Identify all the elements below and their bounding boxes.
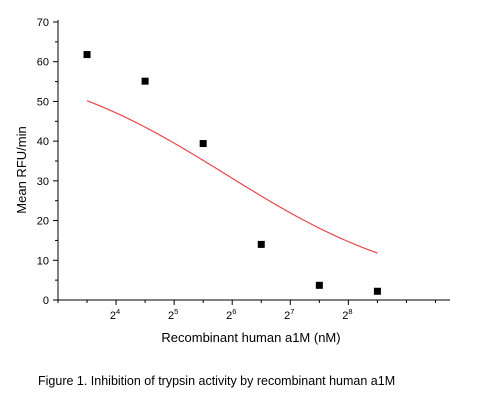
y-tick-label: 30 xyxy=(37,176,49,188)
x-axis-title: Recombinant human a1M (nM) xyxy=(161,330,340,345)
y-tick-label: 10 xyxy=(37,255,49,267)
x-tick-label: 25 xyxy=(168,307,178,322)
fit-curve xyxy=(86,100,378,254)
x-tick-label: 28 xyxy=(342,307,352,322)
data-point xyxy=(199,140,207,148)
data-point xyxy=(373,287,381,295)
y-tick-label: 60 xyxy=(37,57,49,69)
y-axis-title: Mean RFU/min xyxy=(14,126,29,213)
data-point xyxy=(257,240,265,248)
y-tick-label: 50 xyxy=(37,96,49,108)
y-tick-label: 70 xyxy=(37,17,49,29)
x-tick-label: 26 xyxy=(226,307,236,322)
y-tick-label: 0 xyxy=(43,295,49,307)
data-point xyxy=(141,77,149,85)
data-point xyxy=(315,281,323,289)
y-tick-label: 20 xyxy=(37,216,49,228)
plot-area: 0 10 20 30 40 50 60 70 24 25 26 27 28 xyxy=(37,17,450,322)
x-tick-label: 24 xyxy=(110,307,120,322)
data-point xyxy=(83,51,91,59)
figure-caption: Figure 1. Inhibition of trypsin activity… xyxy=(38,374,395,388)
x-tick-label: 27 xyxy=(284,307,294,322)
y-tick-label: 40 xyxy=(37,136,49,148)
